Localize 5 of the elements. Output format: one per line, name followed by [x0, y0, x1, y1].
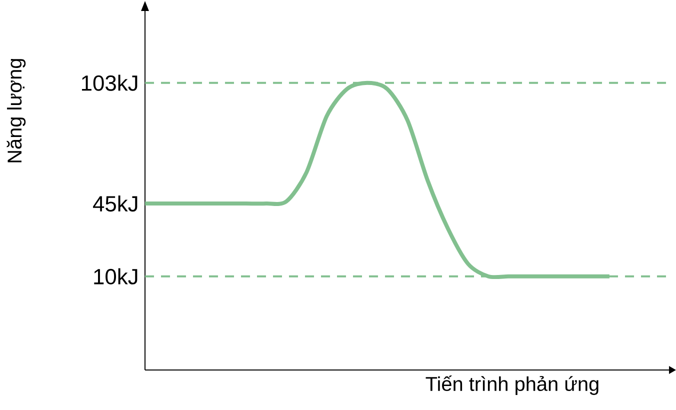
y-tick-label: 10kJ — [94, 268, 138, 284]
x-axis-title: Tiến trình phản ứng — [426, 376, 598, 395]
y-tick-label: 103kJ — [82, 74, 138, 91]
y-axis-title: Năng lượng — [6, 59, 26, 162]
y-tick-label: 45kJ — [93, 195, 138, 212]
